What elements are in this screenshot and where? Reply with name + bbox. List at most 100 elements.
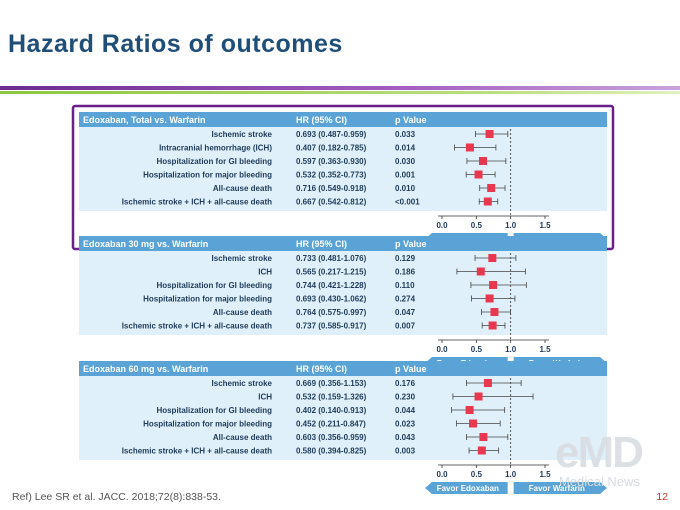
p-value: 0.023 — [395, 420, 416, 429]
p-value: 0.007 — [395, 322, 416, 331]
x-tick-label: 0.5 — [471, 470, 483, 479]
x-tick-label: 0.0 — [436, 221, 448, 230]
p-value: 0.110 — [395, 281, 415, 290]
column-header-p: p Value — [395, 239, 427, 249]
outcome-label: Hospitalization for GI bleeding — [156, 406, 272, 415]
x-tick-label: 1.5 — [539, 345, 551, 354]
hr-ci-value: 0.603 (0.356-0.959) — [296, 433, 367, 442]
hr-ci-value: 0.737 (0.585-0.917) — [296, 322, 367, 331]
hr-marker — [485, 130, 494, 138]
hr-marker — [488, 321, 497, 330]
x-tick-label: 0.0 — [436, 470, 448, 479]
page-number: 12 — [656, 491, 668, 503]
p-value: 0.230 — [395, 393, 416, 402]
hr-marker — [488, 254, 497, 262]
hr-marker — [483, 379, 492, 387]
outcome-label: All-cause death — [213, 184, 272, 193]
p-value: 0.274 — [395, 295, 416, 304]
p-value: 0.033 — [395, 130, 416, 139]
outcome-label: Ischemic stroke — [212, 130, 273, 139]
x-tick-label: 1.0 — [505, 221, 517, 230]
x-tick-label: 1.5 — [539, 221, 551, 230]
hr-ci-value: 0.532 (0.352-0.773) — [296, 171, 367, 180]
favor-right-label: Favor Warfarin — [529, 484, 585, 493]
favor-right-arrow — [513, 482, 607, 494]
title-rule-purple — [0, 86, 680, 90]
reference-citation: Ref) Lee SR et al. JACC. 2018;72(8):838-… — [12, 491, 221, 503]
emd-watermark-logo: eMD Medical News — [555, 428, 665, 493]
hr-ci-value: 0.532 (0.159-1.326) — [296, 393, 367, 402]
p-value: 0.001 — [395, 171, 416, 180]
slide-title: Hazard Ratios of outcomes — [8, 30, 343, 58]
hr-ci-value: 0.744 (0.421-1.228) — [296, 281, 367, 290]
hr-marker — [483, 197, 492, 206]
p-value: 0.030 — [395, 157, 416, 166]
panel-header-bar — [79, 361, 607, 376]
hr-marker — [474, 170, 483, 179]
outcome-label: Ischemic stroke + ICH + all-cause death — [122, 198, 272, 207]
p-value: 0.044 — [395, 406, 416, 415]
column-header-hr: HR (95% CI) — [296, 239, 347, 249]
hr-marker — [489, 281, 498, 289]
hr-marker — [469, 419, 478, 428]
panel-title: Edoxaban 30 mg vs. Warfarin — [83, 239, 208, 249]
p-value: <0.001 — [395, 198, 420, 207]
p-value: 0.010 — [395, 184, 416, 193]
panel-background — [79, 361, 607, 460]
outcome-label: Hospitalization for major bleeding — [143, 171, 272, 180]
favor-left-arrow — [425, 482, 508, 494]
p-value: 0.043 — [395, 433, 416, 442]
hr-marker — [476, 267, 485, 276]
outcome-label: Hospitalization for GI bleeding — [156, 157, 272, 166]
hr-marker — [474, 392, 483, 401]
x-tick-label: 1.0 — [505, 345, 517, 354]
hr-ci-value: 0.764 (0.575-0.997) — [296, 308, 367, 317]
hr-ci-value: 0.716 (0.549-0.918) — [296, 184, 367, 193]
outcome-label: Hospitalization for major bleeding — [143, 295, 272, 304]
outcome-label: Hospitalization for major bleeding — [143, 420, 272, 429]
hr-ci-value: 0.597 (0.363-0.930) — [296, 157, 367, 166]
hr-marker — [477, 446, 486, 455]
p-value: 0.003 — [395, 447, 416, 456]
hr-ci-value: 0.402 (0.140-0.913) — [296, 406, 367, 415]
outcome-label: ICH — [258, 393, 272, 402]
hr-marker — [479, 433, 488, 441]
hr-marker — [485, 294, 494, 303]
x-tick-label: 0.5 — [471, 221, 483, 230]
hr-marker — [487, 184, 496, 192]
panel-header-bar — [79, 112, 607, 127]
title-rule-green — [0, 91, 680, 94]
outcome-label: Ischemic stroke + ICH + all-cause death — [122, 447, 272, 456]
x-tick-label: 1.0 — [505, 470, 517, 479]
x-tick-label: 0.5 — [471, 345, 483, 354]
hr-marker — [465, 143, 474, 152]
watermark-text: eMD — [555, 428, 644, 477]
hr-ci-value: 0.580 (0.394-0.825) — [296, 447, 367, 456]
outcome-label: Ischemic stroke — [212, 254, 273, 263]
x-tick-label: 1.5 — [539, 470, 551, 479]
column-header-hr: HR (95% CI) — [296, 115, 347, 125]
p-value: 0.047 — [395, 308, 416, 317]
hr-marker — [490, 308, 499, 316]
panel-title: Edoxaban 60 mg vs. Warfarin — [83, 364, 208, 374]
hr-ci-value: 0.407 (0.182-0.785) — [296, 144, 367, 153]
outcome-label: All-cause death — [213, 433, 272, 442]
hr-ci-value: 0.452 (0.211-0.847) — [296, 420, 366, 429]
hr-ci-value: 0.693 (0.430-1.062) — [296, 295, 367, 304]
panel-background — [79, 112, 607, 211]
hr-ci-value: 0.565 (0.217-1.215) — [296, 268, 367, 277]
hr-marker — [465, 406, 474, 414]
outcome-label: Intracranial hemorrhage (ICH) — [159, 144, 272, 153]
p-value: 0.129 — [395, 254, 416, 263]
x-tick-label: 0.0 — [436, 345, 448, 354]
watermark-subtext: Medical News — [559, 474, 640, 489]
outcome-label: Ischemic stroke + ICH + all-cause death — [122, 322, 272, 331]
column-header-p: p Value — [395, 364, 427, 374]
column-header-hr: HR (95% CI) — [296, 364, 347, 374]
outcome-label: ICH — [258, 268, 272, 277]
favor-left-label: Favor Edoxaban — [437, 484, 499, 493]
column-header-p: p Value — [395, 115, 427, 125]
outcome-label: All-cause death — [213, 308, 272, 317]
hr-ci-value: 0.693 (0.487-0.959) — [296, 130, 367, 139]
